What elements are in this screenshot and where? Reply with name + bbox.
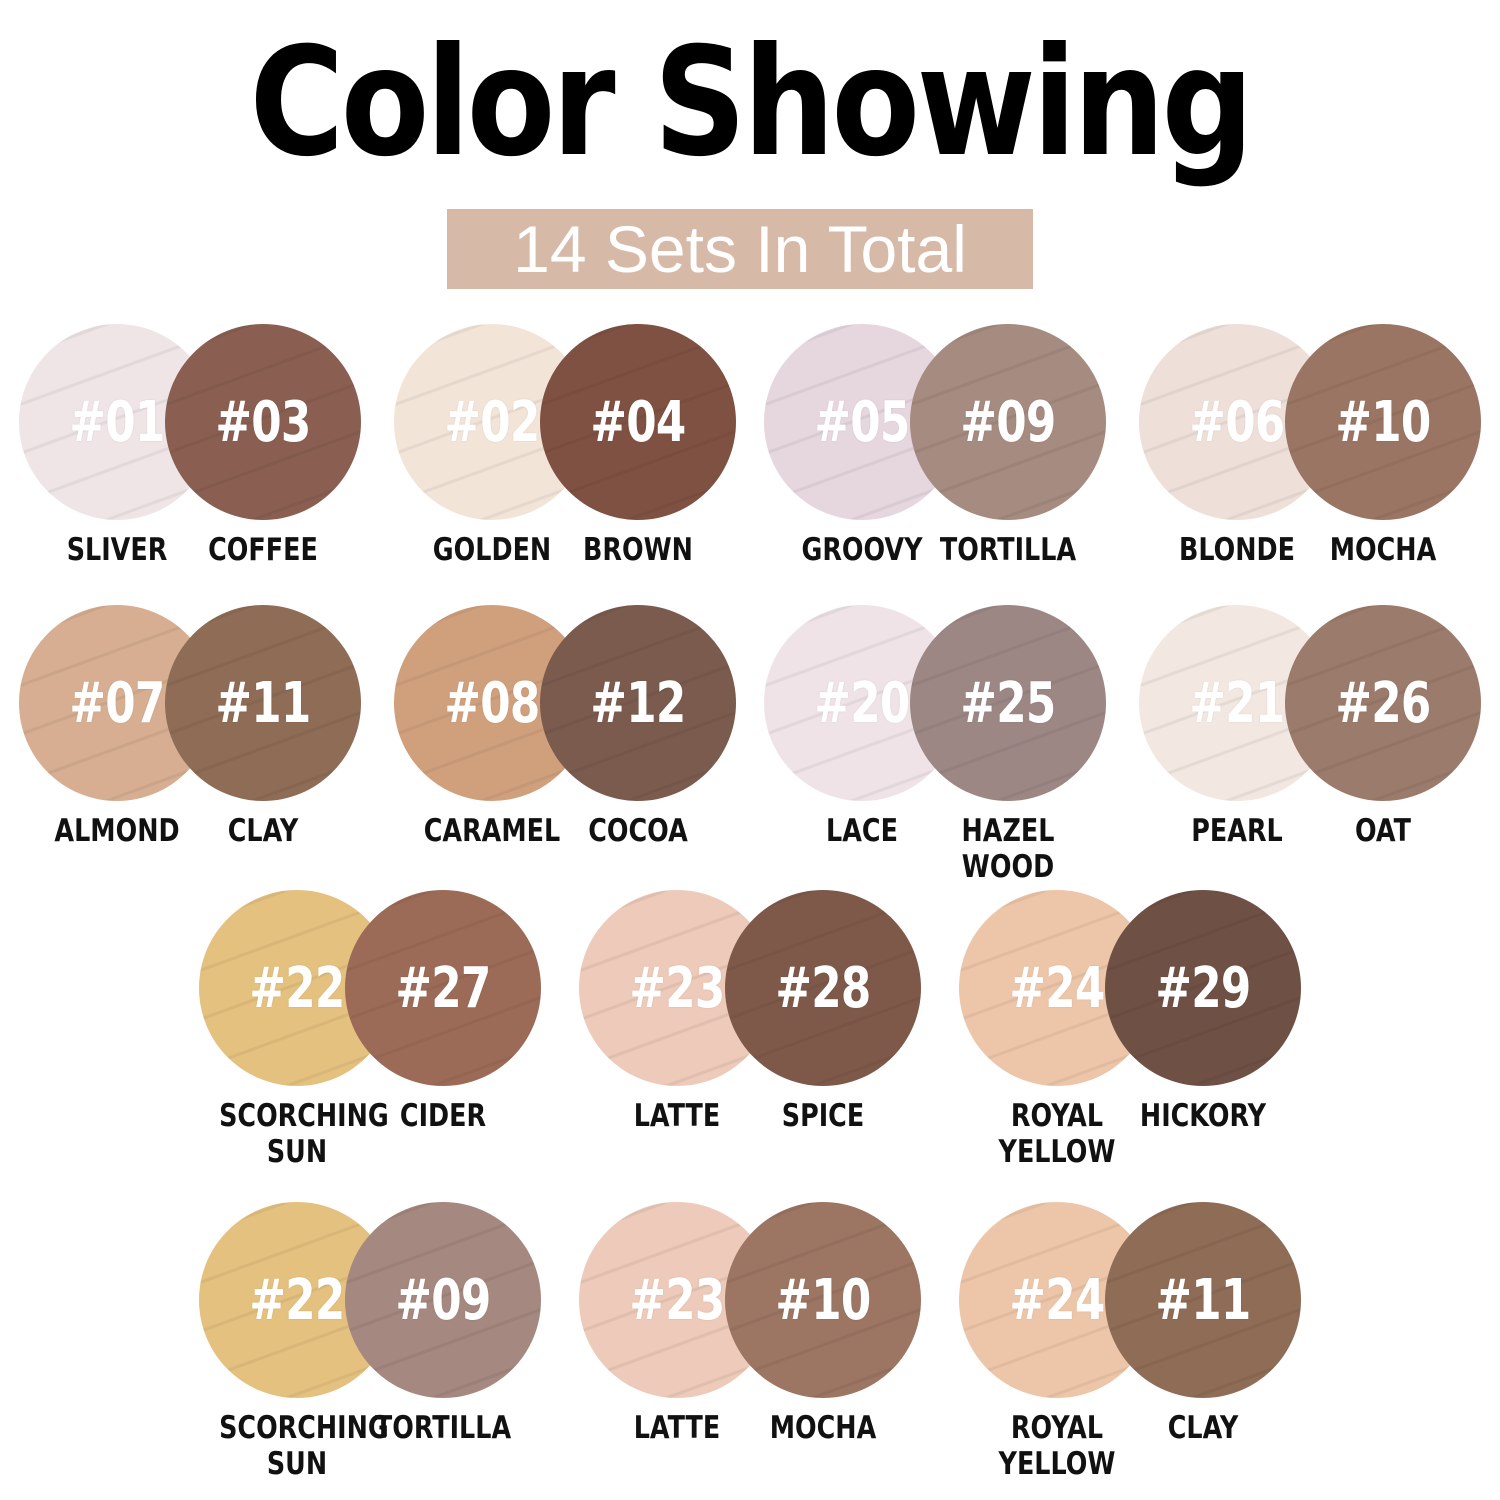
color-swatch: #10 bbox=[725, 1202, 921, 1398]
color-swatch: #03 bbox=[165, 324, 361, 520]
color-swatch: #28 bbox=[725, 890, 921, 1086]
shade-number: #07 bbox=[69, 670, 165, 736]
shade-number: #05 bbox=[814, 389, 910, 455]
color-swatch: #24 bbox=[959, 890, 1155, 1086]
shade-number: #26 bbox=[1335, 670, 1431, 736]
shade-name: SLIVER bbox=[66, 532, 168, 568]
color-swatch: #09 bbox=[910, 324, 1106, 520]
shade-number: #27 bbox=[395, 955, 491, 1021]
shade-name: LATTE bbox=[633, 1410, 721, 1446]
shade-name: HICKORY bbox=[1139, 1098, 1267, 1134]
shade-name: TORTILLA bbox=[939, 532, 1077, 568]
shade-name: SCORCHING SUN bbox=[219, 1098, 389, 1170]
shade-number: #23 bbox=[629, 1267, 725, 1333]
color-swatch: #04 bbox=[540, 324, 736, 520]
shade-name: SCORCHING SUN bbox=[219, 1410, 389, 1482]
shade-name: BROWN bbox=[583, 532, 693, 568]
shade-number: #24 bbox=[1009, 955, 1105, 1021]
color-swatch: #27 bbox=[345, 890, 541, 1086]
shade-number: #08 bbox=[444, 670, 540, 736]
shade-name: ROYAL YELLOW bbox=[998, 1410, 1116, 1482]
shade-number: #21 bbox=[1189, 670, 1285, 736]
shade-number: #09 bbox=[395, 1267, 491, 1333]
shade-name: GROOVY bbox=[801, 532, 923, 568]
shade-number: #03 bbox=[215, 389, 311, 455]
shade-name: ROYAL YELLOW bbox=[998, 1098, 1116, 1170]
shade-number: #09 bbox=[960, 389, 1056, 455]
shade-name: BLONDE bbox=[1178, 532, 1296, 568]
shade-name: LACE bbox=[826, 813, 898, 849]
shade-name: TORTILLA bbox=[374, 1410, 512, 1446]
shade-name: PEARL bbox=[1191, 813, 1283, 849]
shade-name: ALMOND bbox=[54, 813, 180, 849]
shade-name: OAT bbox=[1355, 813, 1411, 849]
shade-number: #22 bbox=[249, 955, 345, 1021]
color-swatch: #25 bbox=[910, 605, 1106, 801]
shade-name: CARAMEL bbox=[423, 813, 561, 849]
shade-name: COFFEE bbox=[208, 532, 318, 568]
shade-number: #10 bbox=[775, 1267, 871, 1333]
shade-number: #11 bbox=[1155, 1267, 1251, 1333]
color-swatch: #29 bbox=[1105, 890, 1301, 1086]
shade-name: COCOA bbox=[588, 813, 688, 849]
shade-name: CIDER bbox=[399, 1098, 487, 1134]
shade-number: #11 bbox=[215, 670, 311, 736]
color-swatch: #11 bbox=[1105, 1202, 1301, 1398]
shade-number: #06 bbox=[1189, 389, 1285, 455]
shade-number: #28 bbox=[775, 955, 871, 1021]
shade-number: #20 bbox=[814, 670, 910, 736]
shade-number: #22 bbox=[249, 1267, 345, 1333]
color-swatch: #09 bbox=[345, 1202, 541, 1398]
page-title: Color Showing bbox=[249, 16, 1254, 190]
shade-number: #23 bbox=[629, 955, 725, 1021]
color-swatch: #12 bbox=[540, 605, 736, 801]
subtitle: 14 Sets In Total bbox=[513, 212, 967, 286]
shade-name: GOLDEN bbox=[432, 532, 552, 568]
color-swatch: #11 bbox=[165, 605, 361, 801]
shade-number: #12 bbox=[590, 670, 686, 736]
shade-name: MOCHA bbox=[769, 1410, 877, 1446]
shade-name: CLAY bbox=[227, 813, 299, 849]
shade-number: #10 bbox=[1335, 389, 1431, 455]
color-swatch: #26 bbox=[1285, 605, 1481, 801]
shade-number: #29 bbox=[1155, 955, 1251, 1021]
subtitle-banner: 14 Sets In Total bbox=[447, 209, 1033, 289]
shade-name: MOCHA bbox=[1329, 532, 1437, 568]
shade-name: SPICE bbox=[781, 1098, 865, 1134]
color-swatch: #10 bbox=[1285, 324, 1481, 520]
shade-number: #04 bbox=[590, 389, 686, 455]
shade-name: CLAY bbox=[1167, 1410, 1239, 1446]
shade-name: HAZEL WOOD bbox=[961, 813, 1055, 885]
shade-number: #02 bbox=[444, 389, 540, 455]
shade-number: #24 bbox=[1009, 1267, 1105, 1333]
shade-number: #01 bbox=[69, 389, 165, 455]
shade-name: LATTE bbox=[633, 1098, 721, 1134]
shade-number: #25 bbox=[960, 670, 1056, 736]
